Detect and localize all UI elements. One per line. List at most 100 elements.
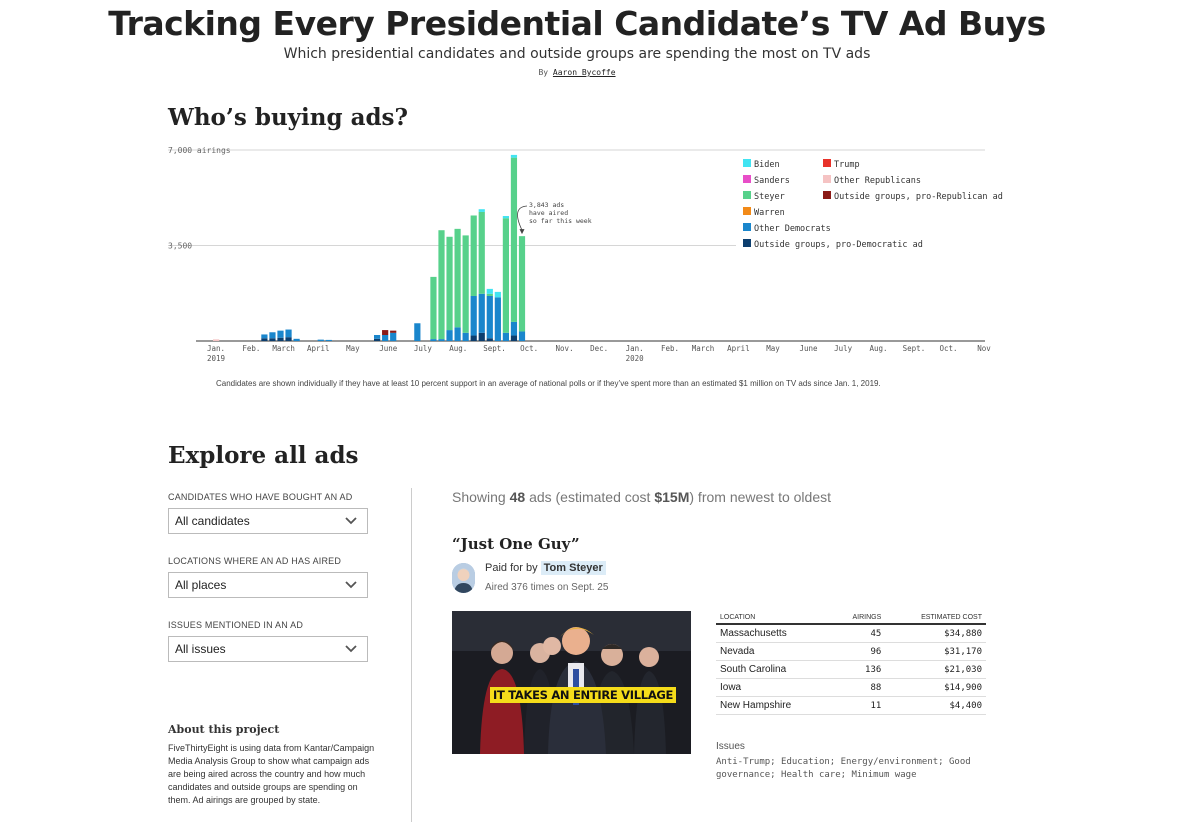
chart-annotation-text: have aired: [529, 209, 568, 217]
paid-for-prefix: Paid for by: [485, 562, 538, 574]
bar-segment-outside-groups-pro-democratic-ad: [277, 337, 284, 341]
y-tick-label: 7,000 airings: [168, 146, 231, 155]
sponsor-portrait-icon: [452, 563, 475, 593]
explore-section-heading: Explore all ads: [168, 442, 359, 469]
legend-label-other-republicans: Other Republicans: [834, 176, 921, 186]
aired-line: Aired 376 times on Sept. 25: [485, 582, 609, 593]
bar-segment-steyer: [462, 235, 469, 333]
airings-cell: 96: [831, 642, 886, 661]
location-cell: South Carolina: [716, 660, 832, 679]
x-tick-year-label: 2020: [626, 354, 645, 363]
bar-stack: [277, 330, 284, 341]
x-tick-label: Nov.: [556, 344, 574, 353]
bar-segment-other-democrats: [518, 331, 526, 341]
bar-segment-outside-groups-pro-democratic-ad: [478, 332, 485, 341]
bar-segment-other-democrats: [454, 327, 461, 341]
bar-segment-steyer: [510, 157, 518, 322]
chevron-down-icon: [345, 517, 357, 525]
legend-swatch-sanders: [743, 175, 751, 183]
bar-segment-outside-groups-pro-democratic-ad: [510, 335, 518, 341]
x-tick-label: Aug.: [869, 344, 887, 353]
bar-segment-other-democrats: [430, 339, 437, 341]
chevron-down-icon: [345, 581, 357, 589]
results-summary: Showing 48 ads (estimated cost $15M) fro…: [452, 489, 831, 505]
bar-segment-steyer: [446, 236, 453, 331]
byline-prefix: By: [538, 68, 549, 77]
bar-stack: [518, 236, 526, 341]
x-tick-label: Oct.: [520, 344, 538, 353]
chart-footnote: Candidates are shown individually if the…: [216, 379, 881, 388]
x-tick-label: Aug.: [449, 344, 467, 353]
bar-stack: [261, 334, 268, 341]
candidate-filter-value: All candidates: [175, 514, 250, 528]
cost-cell: $31,170: [885, 642, 986, 661]
issue-filter-value: All issues: [175, 642, 226, 656]
bar-stack: [382, 330, 389, 341]
x-tick-label: Jan.: [626, 344, 644, 353]
bar-segment-biden: [478, 209, 485, 212]
candidate-filter-select[interactable]: All candidates: [168, 508, 368, 534]
location-cell: New Hampshire: [716, 696, 832, 715]
bar-segment-steyer: [502, 218, 509, 333]
legend-label-warren: Warren: [754, 208, 785, 218]
bar-segment-other-democrats: [502, 332, 509, 341]
x-tick-label: July: [834, 344, 853, 353]
bar-segment-outside-groups-pro-democratic-ad: [285, 337, 292, 341]
issue-filter-label: ISSUES MENTIONED IN AN AD: [168, 620, 304, 630]
bar-stack: [494, 291, 501, 341]
x-tick-label: March: [272, 344, 295, 353]
chart-section-heading: Who’s buying ads?: [168, 104, 408, 131]
video-scene-image: [452, 611, 691, 754]
legend-swatch-outside-groups-pro-republican-ad: [823, 191, 831, 199]
legend-swatch-other-democrats: [743, 223, 751, 231]
bar-stack: [390, 330, 397, 341]
x-tick-label: April: [307, 344, 330, 353]
bar-segment-other-republicans: [213, 339, 220, 341]
showing-suffix: ) from newest to oldest: [689, 489, 831, 505]
bar-segment-other-democrats: [470, 295, 477, 336]
issue-filter-select[interactable]: All issues: [168, 636, 368, 662]
legend-label-biden: Biden: [754, 160, 780, 170]
page-title: Tracking Every Presidential Candidate’s …: [108, 4, 1046, 43]
bar-stack: [269, 332, 276, 341]
bar-segment-other-democrats: [285, 329, 292, 338]
byline: By Aaron Bycoffe: [0, 68, 1154, 77]
bar-stack: [414, 323, 421, 341]
legend-label-trump: Trump: [834, 160, 860, 170]
bar-stack: [454, 228, 461, 341]
bar-segment-other-democrats: [446, 330, 453, 341]
bar-stack: [317, 339, 324, 341]
bar-segment-other-democrats: [374, 334, 381, 339]
ad-title: “Just One Guy”: [452, 535, 580, 553]
table-row: New Hampshire 11 $4,400: [716, 696, 986, 715]
estimated-cost: $15M: [654, 489, 690, 505]
airings-cell: 136: [831, 660, 886, 679]
sponsor-link[interactable]: Tom Steyer: [540, 561, 606, 575]
cost-cell: $34,880: [885, 624, 986, 643]
x-tick-label: June: [379, 344, 398, 353]
bar-stack: [510, 154, 518, 341]
issues-list: Anti-Trump; Education; Energy/environmen…: [716, 757, 971, 780]
bar-segment-other-democrats: [390, 332, 397, 341]
bar-stack: [325, 339, 332, 341]
annotation-arrow: [517, 205, 528, 231]
ad-video-thumbnail[interactable]: IT TAKES AN ENTIRE VILLAGE: [452, 611, 691, 754]
bar-segment-other-democrats: [317, 339, 324, 341]
bar-segment-steyer: [518, 236, 526, 332]
bar-segment-biden: [494, 291, 501, 298]
location-filter-select[interactable]: All places: [168, 572, 368, 598]
author-link[interactable]: Aaron Bycoffe: [552, 68, 616, 77]
bar-segment-outside-groups-pro-democratic-ad: [470, 335, 477, 341]
legend-swatch-trump: [823, 159, 831, 167]
x-tick-label: Oct.: [940, 344, 958, 353]
location-cell: Iowa: [716, 678, 832, 697]
issues-label: Issues: [716, 741, 745, 752]
ad-location-table: LOCATION AIRINGS ESTIMATED COST Massachu…: [716, 614, 986, 715]
x-tick-label: Sept.: [483, 344, 506, 353]
legend-label-other-democrats: Other Democrats: [754, 224, 831, 234]
x-tick-label: Nov: [977, 344, 991, 353]
column-header-airings: AIRINGS: [831, 614, 886, 625]
location-filter-label: LOCATIONS WHERE AN AD HAS AIRED: [168, 556, 342, 566]
legend-swatch-warren: [743, 207, 751, 215]
